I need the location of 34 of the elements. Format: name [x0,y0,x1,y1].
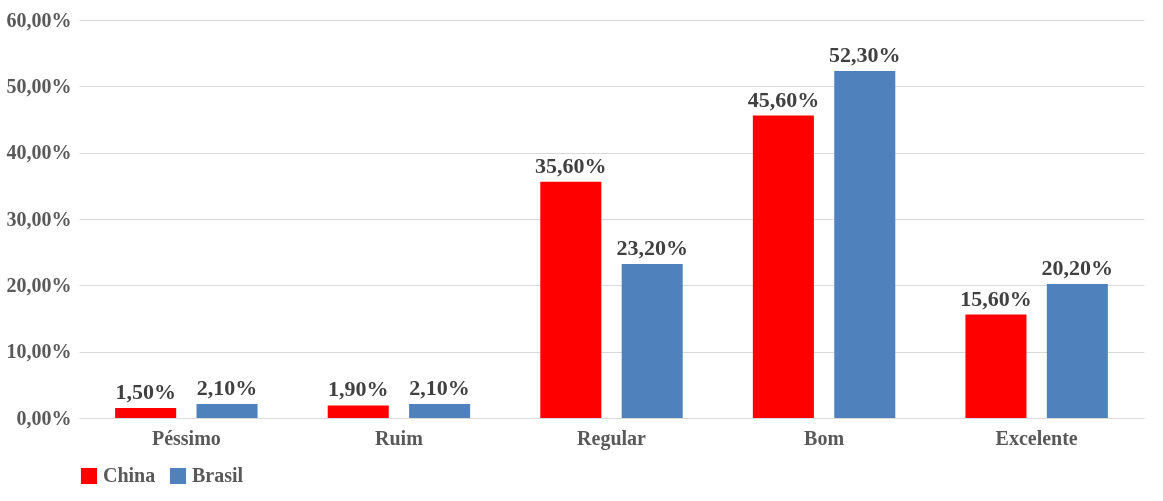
data-label: 15,60% [960,285,1032,311]
x-tick-label: Excelente [995,426,1078,449]
bar [965,314,1027,418]
y-tick-label: 0,00% [16,406,72,429]
bar [752,115,814,418]
y-tick-label: 10,00% [6,340,72,363]
data-label: 52,30% [829,42,901,68]
legend-label: China [103,464,156,486]
y-tick-label: 30,00% [6,207,72,230]
bar [621,264,683,418]
y-tick-label: 20,00% [6,273,72,296]
data-label: 1,90% [327,376,389,402]
data-label: 2,10% [196,375,258,401]
x-tick-label: Péssimo [151,426,221,449]
x-tick-label: Ruim [375,426,424,449]
bar [327,405,389,418]
y-tick-label: 60,00% [6,8,72,31]
data-label: 1,50% [115,379,176,405]
legend-label: Brasil [192,464,244,486]
data-label: 35,60% [535,152,607,178]
y-tick-label: 50,00% [6,74,72,97]
y-tick-label: 40,00% [6,141,72,164]
data-label: 2,10% [409,375,470,401]
x-tick-label: Bom [804,426,845,449]
bar [196,404,258,418]
bar [834,71,896,418]
bar [115,408,177,418]
data-label: 45,60% [747,86,820,112]
bar [409,404,471,418]
bar [1046,284,1108,418]
data-label: 20,20% [1041,255,1114,281]
data-label: 23,20% [616,235,688,261]
x-tick-label: Regular [577,426,647,450]
bar [540,181,602,418]
